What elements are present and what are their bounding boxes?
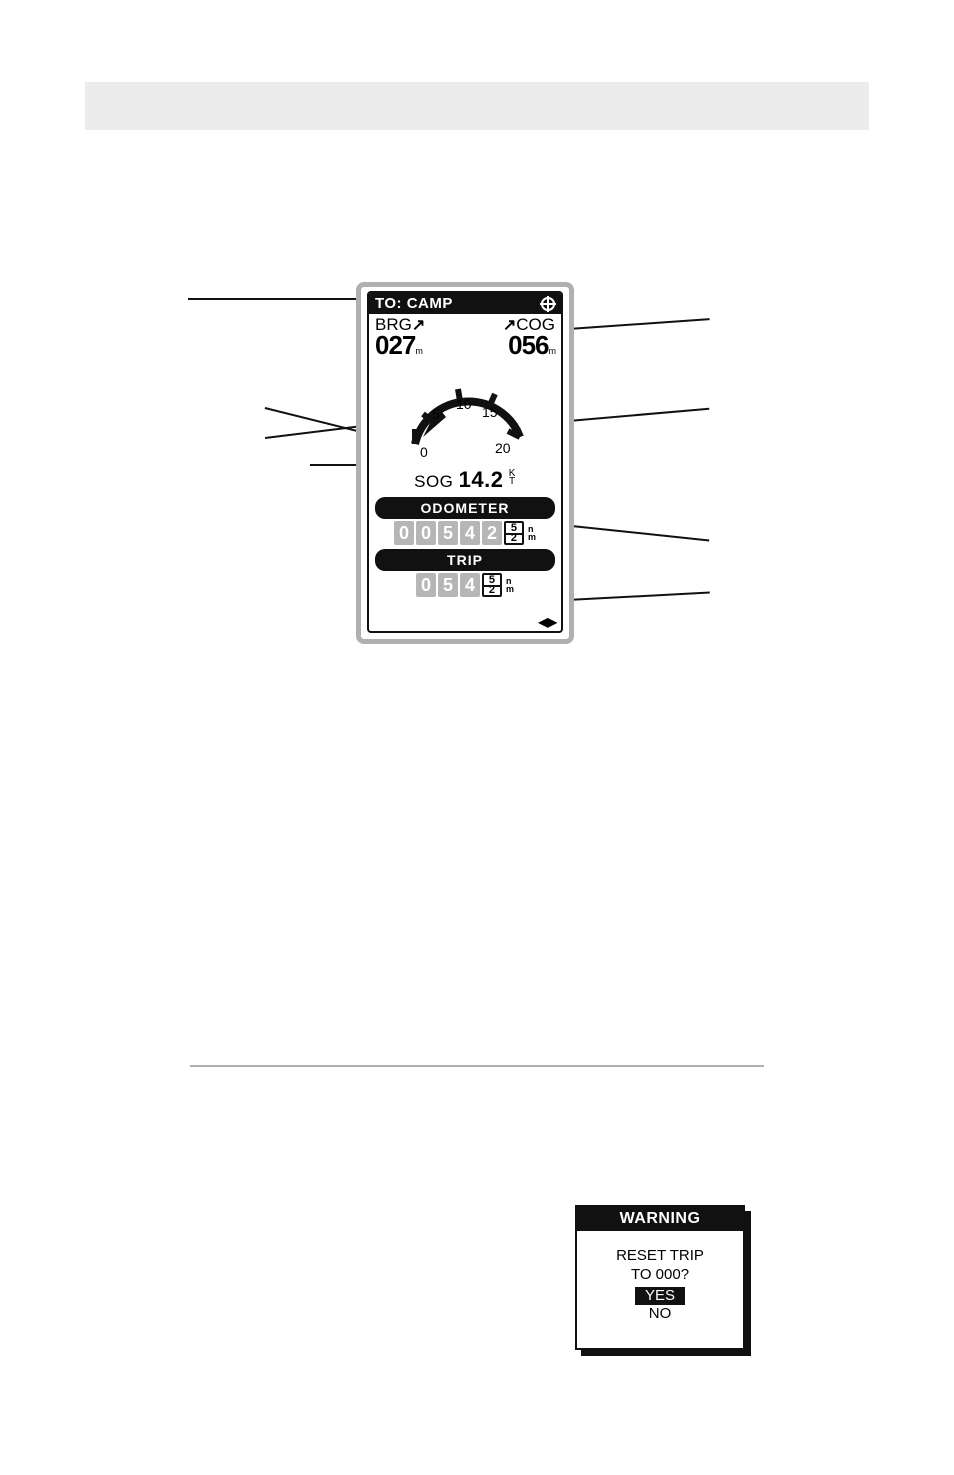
brg-unit: m <box>415 346 422 356</box>
no-button[interactable]: NO <box>577 1305 743 1324</box>
speedometer-gauge: 0 5 10 15 20 <box>369 359 561 469</box>
bearing-course-readout: BRG↗ 027m ↗COG 056m <box>369 314 561 357</box>
sog-label: SOG <box>414 472 453 491</box>
odometer-digit: 5 <box>438 521 458 545</box>
odometer-label: ODOMETER <box>375 497 555 519</box>
leader-line <box>562 524 709 541</box>
svg-text:20: 20 <box>495 440 511 456</box>
cog-unit: m <box>549 346 556 356</box>
svg-text:15: 15 <box>482 404 498 420</box>
warning-title: WARNING <box>577 1207 743 1231</box>
leader-line <box>310 464 356 466</box>
gps-device: TO: CAMP BRG↗ 027m ↗COG 056m <box>356 282 574 644</box>
sog-readout: SOG 14.2 KT <box>369 467 561 493</box>
leader-line <box>265 425 359 438</box>
yes-button[interactable]: YES <box>635 1287 685 1306</box>
trip-digit: 0 <box>416 573 436 597</box>
trip-digit: 4 <box>460 573 480 597</box>
odometer-digits: 0 0 5 4 2 5 2 nm <box>369 521 561 545</box>
trip-label: TRIP <box>375 549 555 571</box>
header-band <box>85 82 869 130</box>
cog-value: 056 <box>508 330 548 360</box>
divider <box>190 1065 764 1067</box>
leader-line <box>188 298 356 300</box>
warning-text-2: TO 000? <box>577 1266 743 1285</box>
trip-tenths: 5 2 <box>482 573 502 597</box>
destination-label: TO: CAMP <box>375 295 453 312</box>
target-icon <box>541 297 555 311</box>
scroll-icon: ◀▶ <box>539 615 557 629</box>
odometer-unit: nm <box>528 525 536 541</box>
svg-text:5: 5 <box>432 406 440 422</box>
warning-dialog: WARNING RESET TRIP TO 000? YES NO <box>575 1205 745 1350</box>
trip-digits: 0 5 4 5 2 nm <box>369 573 561 597</box>
odometer-digit: 2 <box>482 521 502 545</box>
odometer-digit: 0 <box>394 521 414 545</box>
odometer-digit: 0 <box>416 521 436 545</box>
svg-text:0: 0 <box>420 444 428 459</box>
brg-value: 027 <box>375 330 415 360</box>
odometer-tenths: 5 2 <box>504 521 524 545</box>
trip-digit: 5 <box>438 573 458 597</box>
title-bar: TO: CAMP <box>369 293 561 314</box>
sog-unit-bot: T <box>509 476 516 487</box>
sog-value: 14.2 <box>459 467 504 492</box>
trip-unit: nm <box>506 577 514 593</box>
warning-text-1: RESET TRIP <box>577 1247 743 1266</box>
odometer-digit: 4 <box>460 521 480 545</box>
svg-text:10: 10 <box>456 396 472 412</box>
